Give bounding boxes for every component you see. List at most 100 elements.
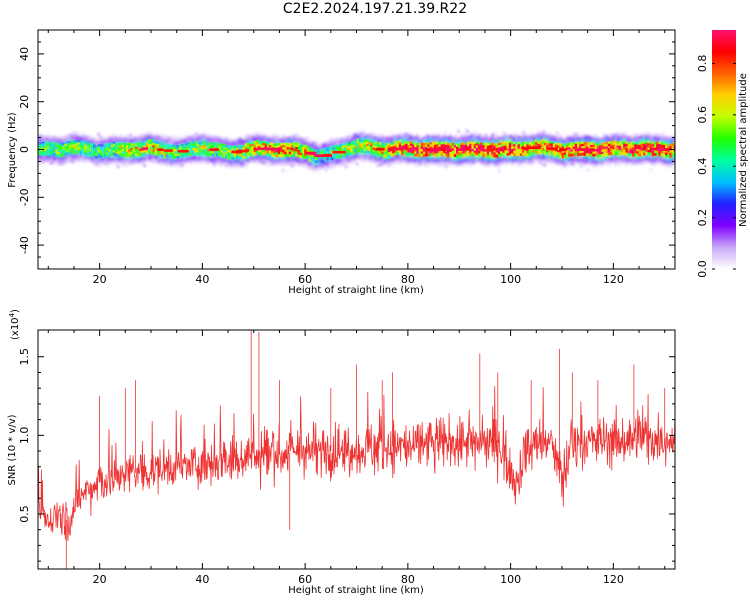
heatmap-cell: [255, 139, 259, 143]
heatmap-cell: [656, 134, 659, 138]
heatmap-cell: [143, 145, 147, 149]
heatmap-cell: [302, 140, 305, 144]
heatmap-cell: [170, 160, 173, 164]
heatmap-cell: [359, 158, 362, 162]
heatmap-cell: [546, 149, 549, 153]
heatmap-cell: [156, 139, 160, 143]
heatmap-cell: [605, 137, 609, 141]
heatmap-cell: [662, 158, 666, 161]
heatmap-cell: [220, 161, 224, 165]
heatmap-cell: [258, 159, 261, 162]
heatmap-cell: [280, 145, 283, 149]
heatmap-cell: [117, 147, 120, 151]
heatmap-cell: [445, 138, 448, 141]
heatmap-cell: [658, 141, 662, 145]
heatmap-cell: [200, 134, 204, 138]
heatmap-cell: [112, 137, 116, 140]
heatmap-cell: [123, 160, 127, 164]
heatmap-cell: [304, 145, 307, 148]
heatmap-cell: [90, 152, 94, 155]
heatmap-cell: [464, 146, 468, 150]
heatmap-cell: [442, 157, 446, 161]
heatmap-cell: [594, 138, 598, 141]
heatmap-cell: [442, 133, 446, 136]
heatmap-cell: [394, 136, 398, 140]
heatmap-cell: [405, 156, 409, 160]
heatmap-cell: [643, 139, 646, 143]
heatmap-cell: [95, 140, 98, 144]
heatmap-cell: [464, 135, 468, 139]
heatmap-cell: [535, 144, 538, 148]
heatmap-cell: [363, 148, 367, 152]
heatmap-cell: [152, 140, 156, 144]
heatmap-cell: [101, 142, 105, 145]
heatmap-cell: [123, 136, 127, 140]
heatmap-cell: [163, 159, 167, 163]
heatmap-cell: [623, 132, 626, 136]
heatmap-cell: [244, 145, 248, 149]
heatmap-cell: [233, 161, 237, 164]
heatmap-cell: [583, 159, 587, 163]
heatmap-cell: [178, 154, 182, 158]
heatmap-cell: [271, 155, 274, 159]
heatmap-cell: [475, 143, 479, 147]
heatmap-cell: [425, 140, 428, 144]
heatmap-cell: [220, 146, 224, 149]
heatmap-cell: [414, 149, 417, 153]
heatmap-cell: [214, 160, 217, 163]
heatmap-cell: [137, 140, 140, 144]
heatmap-cell: [115, 147, 118, 151]
heatmap-cell: [643, 146, 646, 149]
heatmap-cell: [667, 161, 670, 164]
heatmap-cell: [511, 135, 514, 139]
heatmap-cell: [174, 147, 178, 150]
heatmap-cell: [207, 160, 211, 163]
heatmap-cell: [572, 164, 576, 168]
heatmap-cell: [550, 158, 554, 162]
heatmap-cell: [447, 140, 450, 144]
heatmap-cell: [299, 144, 303, 147]
heatmap-cell: [46, 135, 50, 138]
heatmap-cell: [550, 145, 554, 149]
heatmap-cell: [546, 140, 549, 144]
heatmap-cell: [42, 141, 46, 145]
heatmap-cell: [159, 160, 162, 163]
heatmap-cell: [231, 143, 235, 147]
heatmap-cell: [284, 162, 288, 166]
heatmap-cell: [86, 135, 90, 139]
heatmap-cell: [348, 148, 351, 152]
heatmap-cell: [275, 158, 279, 162]
heatmap-cell: [416, 151, 420, 155]
heatmap-cell: [511, 157, 514, 161]
heatmap-cell: [497, 169, 501, 173]
heatmap-cell: [497, 154, 501, 157]
heatmap-cell: [563, 143, 567, 147]
heatmap-cell: [665, 139, 668, 143]
heatmap-cell: [299, 155, 303, 158]
heatmap-cell: [649, 137, 653, 140]
heatmap-cell: [110, 138, 114, 142]
heatmap-cell: [616, 138, 620, 142]
heatmap-cell: [225, 164, 228, 168]
heatmap-cell: [139, 151, 142, 154]
heatmap-cell: [550, 149, 554, 153]
heatmap-cell: [405, 154, 409, 158]
heatmap-cell: [299, 148, 303, 152]
heatmap-cell: [442, 159, 446, 163]
heatmap-cell: [330, 161, 334, 165]
heatmap-cell: [614, 136, 618, 140]
heatmap-cell: [504, 145, 508, 149]
heatmap-cell: [596, 143, 600, 147]
heatmap-cell: [614, 161, 618, 164]
heatmap-cell: [583, 144, 587, 147]
heatmap-cell: [174, 142, 178, 146]
heatmap-cell: [372, 158, 376, 162]
heatmap-cell: [398, 135, 402, 139]
heatmap-cell: [308, 154, 312, 158]
heatmap-cell: [374, 135, 378, 138]
heatmap-cell: [49, 153, 52, 156]
heatmap-cell: [170, 143, 173, 146]
heatmap-cell: [502, 154, 505, 158]
heatmap-cell: [346, 146, 349, 150]
heatmap-cell: [372, 143, 376, 146]
